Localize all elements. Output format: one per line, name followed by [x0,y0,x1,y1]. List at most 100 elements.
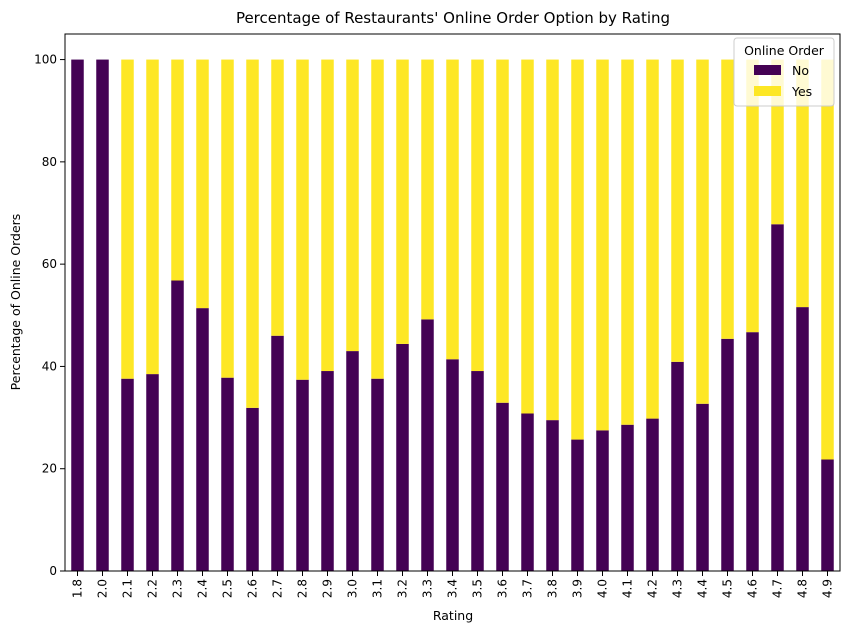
x-tick-label: 2.8 [296,579,310,598]
bar-no-3.0 [346,351,359,571]
x-tick-label: 4.5 [721,579,735,598]
bar-no-4.3 [671,361,684,571]
x-tick-label: 2.7 [271,579,285,598]
legend-title: Online Order [744,43,825,58]
bar-no-3.5 [471,371,484,571]
bar-yes-3.0 [346,59,359,352]
bar-no-4.9 [821,459,834,571]
bar-yes-2.4 [196,59,209,309]
bar-no-2.0 [96,59,109,571]
bar-yes-2.5 [221,59,234,378]
x-tick-label: 2.0 [96,579,110,598]
legend-label-no: No [792,63,809,78]
bar-no-2.9 [321,371,334,571]
bar-yes-2.7 [271,59,284,336]
bar-yes-4.6 [746,59,759,333]
bar-no-2.7 [271,335,284,571]
bar-no-2.6 [246,407,259,571]
bar-yes-4.5 [721,59,734,339]
bar-yes-4.1 [621,59,634,425]
x-tick-label: 3.7 [521,579,535,598]
x-tick-label: 2.9 [321,579,335,598]
bar-yes-3.8 [546,59,559,421]
bar-no-2.5 [221,377,234,571]
bar-yes-4.9 [821,59,834,460]
bar-yes-3.1 [371,59,384,379]
x-tick-label: 1.8 [71,579,85,598]
y-axis-label: Percentage of Online Orders [8,214,23,391]
x-axis-label: Rating [433,608,473,623]
x-tick-label: 2.6 [246,579,260,598]
bar-no-4.2 [646,418,659,571]
bar-no-3.9 [571,439,584,571]
x-tick-label: 2.2 [146,579,160,598]
bar-no-3.4 [446,359,459,571]
bar-yes-3.5 [471,59,484,372]
x-tick-label: 3.2 [396,579,410,598]
plot-frame [64,33,841,572]
bar-no-4.0 [596,430,609,571]
x-tick-label: 4.8 [796,579,810,598]
bar-no-2.3 [171,280,184,571]
bar-no-2.4 [196,308,209,571]
bar-yes-4.3 [671,59,684,362]
bar-no-4.1 [621,424,634,571]
bar-yes-2.9 [321,59,334,372]
bar-yes-4.4 [696,59,709,404]
bar-no-4.5 [721,338,734,571]
bar-no-2.1 [121,378,134,571]
bar-yes-2.8 [296,59,309,380]
x-tick-label: 4.7 [771,579,785,598]
bar-yes-3.7 [521,59,534,414]
bar-no-3.7 [521,413,534,571]
bar-yes-4.2 [646,59,659,419]
y-tick-label: 80 [42,155,57,169]
bar-yes-3.4 [446,59,459,360]
x-tick-label: 4.0 [596,579,610,598]
y-tick-label: 40 [42,359,57,373]
x-tick-label: 4.6 [746,579,760,598]
bar-yes-3.2 [396,59,409,344]
x-tick-label: 3.8 [546,579,560,598]
bar-no-2.8 [296,379,309,571]
bar-yes-2.2 [146,59,159,375]
legend-swatch-no [754,65,781,75]
y-tick-label: 100 [34,53,57,67]
x-tick-label: 4.2 [646,579,660,598]
bar-yes-4.8 [796,59,809,308]
x-tick-label: 3.9 [571,579,585,598]
legend-label-yes: Yes [791,84,812,99]
bar-yes-2.1 [121,59,134,379]
x-axis: 1.8 2.0 2.1 2.2 2.3 2.4 2.5 2.6 2.7 2.8 2.9 3.0 3.1 3… [71,571,835,598]
x-tick-label: 4.3 [671,579,685,598]
bar-no-1.8 [71,59,84,571]
x-tick-label: 2.3 [171,579,185,598]
x-tick-label: 3.6 [496,579,510,598]
bars-group [71,59,834,571]
x-tick-label: 3.5 [471,579,485,598]
bar-no-4.8 [796,307,809,571]
bar-no-4.7 [771,224,784,571]
x-tick-label: 3.0 [346,579,360,598]
bar-no-3.1 [371,378,384,571]
y-tick-label: 20 [42,462,57,476]
bar-no-3.6 [496,402,509,571]
x-tick-label: 4.1 [621,579,635,598]
bar-no-3.2 [396,343,409,571]
x-tick-label: 2.5 [221,579,235,598]
bar-yes-2.3 [171,59,184,281]
bar-yes-3.9 [571,59,584,440]
x-tick-label: 3.1 [371,579,385,598]
bar-no-3.3 [421,319,434,571]
x-tick-label: 4.4 [696,579,710,598]
bar-yes-2.6 [246,59,259,408]
y-tick-label: 0 [49,564,57,578]
bar-yes-4.0 [596,59,609,431]
x-tick-label: 3.4 [446,579,460,598]
bar-no-4.4 [696,403,709,571]
legend-swatch-yes [754,86,781,96]
y-axis: 0 20 40 60 80 100 [34,53,65,578]
bar-yes-3.6 [496,59,509,403]
x-tick-label: 2.4 [196,579,210,598]
